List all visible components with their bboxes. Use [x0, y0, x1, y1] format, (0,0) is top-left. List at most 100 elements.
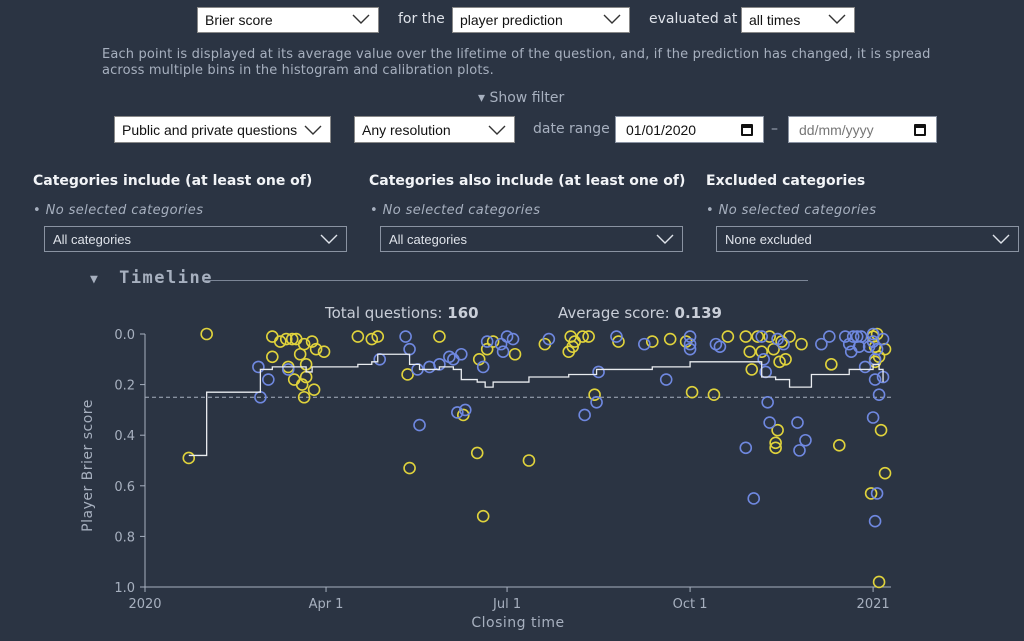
yellow-point: [480, 342, 494, 356]
yellow-point: [582, 330, 595, 343]
blue-point: [458, 403, 472, 417]
yellow-point: [825, 358, 838, 371]
yellow-point: [771, 423, 784, 437]
blue-point: [506, 332, 520, 346]
categories-also-include-select-value: All categories: [389, 231, 468, 247]
yellow-point: [755, 345, 768, 359]
yellow-point: [739, 330, 753, 343]
yellow-point: [200, 327, 213, 341]
blue-point: [494, 337, 508, 351]
blue-point: [757, 352, 770, 366]
blue-point: [846, 330, 860, 343]
y-tick-label: 0.0: [114, 328, 135, 343]
yellow-point: [351, 330, 365, 343]
info-text: Each point is displayed at its average v…: [102, 47, 931, 78]
blue-point: [838, 330, 852, 343]
yellow-point: [309, 342, 323, 356]
yellow-point: [508, 347, 522, 361]
yellow-point: [401, 368, 414, 381]
prediction-select[interactable]: player prediction: [452, 7, 630, 33]
timeline-heading[interactable]: ▼ Timeline: [90, 268, 213, 288]
blue-point: [683, 342, 697, 356]
yellow-point: [685, 385, 699, 399]
blue-point: [281, 363, 295, 376]
blue-point: [683, 330, 697, 343]
timeline-title: Timeline: [119, 268, 213, 288]
categories-include-select[interactable]: All categories: [44, 226, 347, 252]
yellow-point: [297, 337, 311, 351]
average-score-line: [188, 353, 884, 457]
date-to-input[interactable]: dd/mm/yyyy: [788, 116, 937, 143]
yellow-point: [576, 330, 589, 343]
date-separator: –: [771, 121, 778, 137]
chevron-down-icon: [488, 125, 506, 135]
yellow-point: [470, 446, 484, 460]
visibility-select[interactable]: Public and private questions: [114, 116, 331, 143]
categories-also-include-select[interactable]: All categories: [380, 226, 683, 252]
blue-point: [761, 396, 774, 409]
resolution-select-value: Any resolution: [362, 121, 451, 138]
blue-point: [866, 411, 880, 424]
x-tick-label: Apr 1: [309, 597, 344, 612]
yellow-point: [721, 330, 735, 343]
blue-point: [451, 406, 464, 419]
chevron-down-icon: [828, 14, 846, 24]
chevron-down-icon: [304, 125, 322, 135]
blue-point: [872, 388, 886, 402]
x-tick-label: 2021: [857, 597, 890, 612]
date-from-value: 01/01/2020: [626, 121, 697, 138]
calendar-icon[interactable]: [914, 124, 926, 136]
blue-point: [876, 332, 890, 346]
chevron-down-icon: [992, 234, 1010, 244]
resolution-select[interactable]: Any resolution: [354, 116, 515, 143]
categories-also-include-empty: • No selected categories: [370, 203, 541, 218]
yellow-point: [779, 352, 792, 366]
collapse-triangle-icon: ▼: [90, 272, 100, 287]
yellow-point: [266, 330, 279, 343]
yellow-point: [751, 330, 765, 343]
yellow-point: [769, 436, 782, 450]
calendar-icon[interactable]: [741, 124, 753, 136]
yellow-point: [486, 335, 500, 348]
blue-point: [858, 360, 872, 374]
yellow-point: [297, 390, 311, 404]
timeline-divider: [204, 280, 808, 281]
y-tick-label: 0.2: [114, 379, 135, 394]
yellow-point: [472, 352, 486, 366]
yellow-point: [371, 330, 385, 343]
blue-point: [844, 345, 858, 359]
blue-point: [480, 335, 494, 348]
excluded-categories-select[interactable]: None excluded: [716, 226, 1019, 252]
total-questions-value: 160: [447, 304, 479, 322]
blue-point: [791, 416, 804, 429]
blue-point: [683, 337, 697, 351]
yellow-point: [663, 332, 677, 346]
yellow-point: [795, 337, 808, 351]
categories-include-heading: Categories include (at least one of): [33, 173, 313, 189]
yellow-point: [365, 332, 379, 346]
show-filter-toggle[interactable]: ▾ Show filter: [478, 90, 565, 106]
average-score: Average score: 0.139: [558, 304, 722, 322]
blue-point: [763, 416, 776, 429]
blue-point: [455, 347, 468, 361]
blue-point: [403, 342, 416, 356]
time-select-value: all times: [749, 12, 801, 28]
metric-select-value: Brier score: [205, 12, 273, 28]
categories-include-select-value: All categories: [53, 231, 132, 247]
blue-point: [868, 373, 882, 386]
excluded-categories-empty: • No selected categories: [706, 203, 877, 218]
blue-point: [500, 330, 514, 343]
yellow-point: [305, 335, 319, 348]
yellow-point: [745, 363, 759, 376]
x-tick-label: Jul 1: [492, 597, 521, 612]
for-the-label: for the: [398, 11, 445, 27]
date-from-input[interactable]: 01/01/2020: [615, 116, 764, 143]
date-to-placeholder: dd/mm/yyyy: [799, 121, 874, 138]
blue-point: [659, 373, 673, 386]
time-select[interactable]: all times: [741, 7, 855, 33]
blue-point: [866, 327, 880, 341]
excluded-categories-select-value: None excluded: [725, 231, 812, 247]
x-tick-label: 2020: [128, 597, 161, 612]
yellow-point: [522, 454, 536, 467]
metric-select[interactable]: Brier score: [197, 7, 379, 33]
